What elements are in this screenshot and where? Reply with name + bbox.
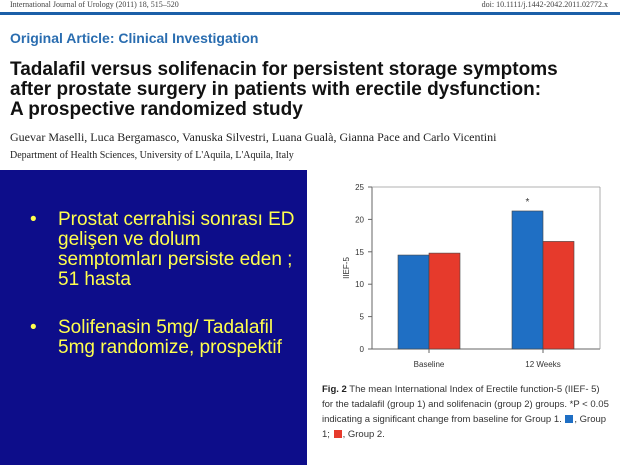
legend-group2: , Group 2. <box>342 429 385 440</box>
bullet-text: Prostat cerrahisi sonrası ED gelişen ve … <box>58 209 295 290</box>
title-line: Tadalafil versus solifenacin for persist… <box>10 59 558 80</box>
article-section: Original Article: Clinical Investigation <box>10 30 259 46</box>
header-rule <box>0 12 620 15</box>
bullet-item: • Solifenasin 5mg/ Tadalafil 5mg randomi… <box>30 318 310 358</box>
legend-swatch-group1 <box>565 415 574 423</box>
journal-header: International Journal of Urology (2011) … <box>0 0 620 10</box>
legend-swatch-group2 <box>333 430 342 438</box>
bullet-text: Solifenasin 5mg/ Tadalafil 5mg randomize… <box>58 317 282 358</box>
title-line: A prospective randomized study <box>10 99 303 120</box>
figure-label: Fig. 2 <box>322 384 347 395</box>
bullet-marker: • <box>30 209 37 230</box>
bullet-item: • Prostat cerrahisi sonrası ED gelişen v… <box>30 210 310 290</box>
doi: doi: 10.1111/j.1442-2042.2011.02772.x <box>481 0 608 9</box>
title-line: after prostate surgery in patients with … <box>10 79 542 100</box>
slide-bullets: • Prostat cerrahisi sonrası ED gelişen v… <box>30 210 310 386</box>
legend-group1: , Group 1; <box>322 414 607 440</box>
authors: Guevar Maselli, Luca Bergamasco, Vanuska… <box>10 130 497 144</box>
bullet-marker: • <box>30 317 37 338</box>
caption-text: The mean International Index of Erectile… <box>322 384 609 425</box>
affiliation: Department of Health Sciences, Universit… <box>10 150 294 161</box>
figure-caption: Fig. 2 The mean International Index of E… <box>322 382 612 442</box>
paper-title: Tadalafil versus solifenacin for persist… <box>10 60 610 120</box>
journal-citation: International Journal of Urology (2011) … <box>10 0 179 9</box>
